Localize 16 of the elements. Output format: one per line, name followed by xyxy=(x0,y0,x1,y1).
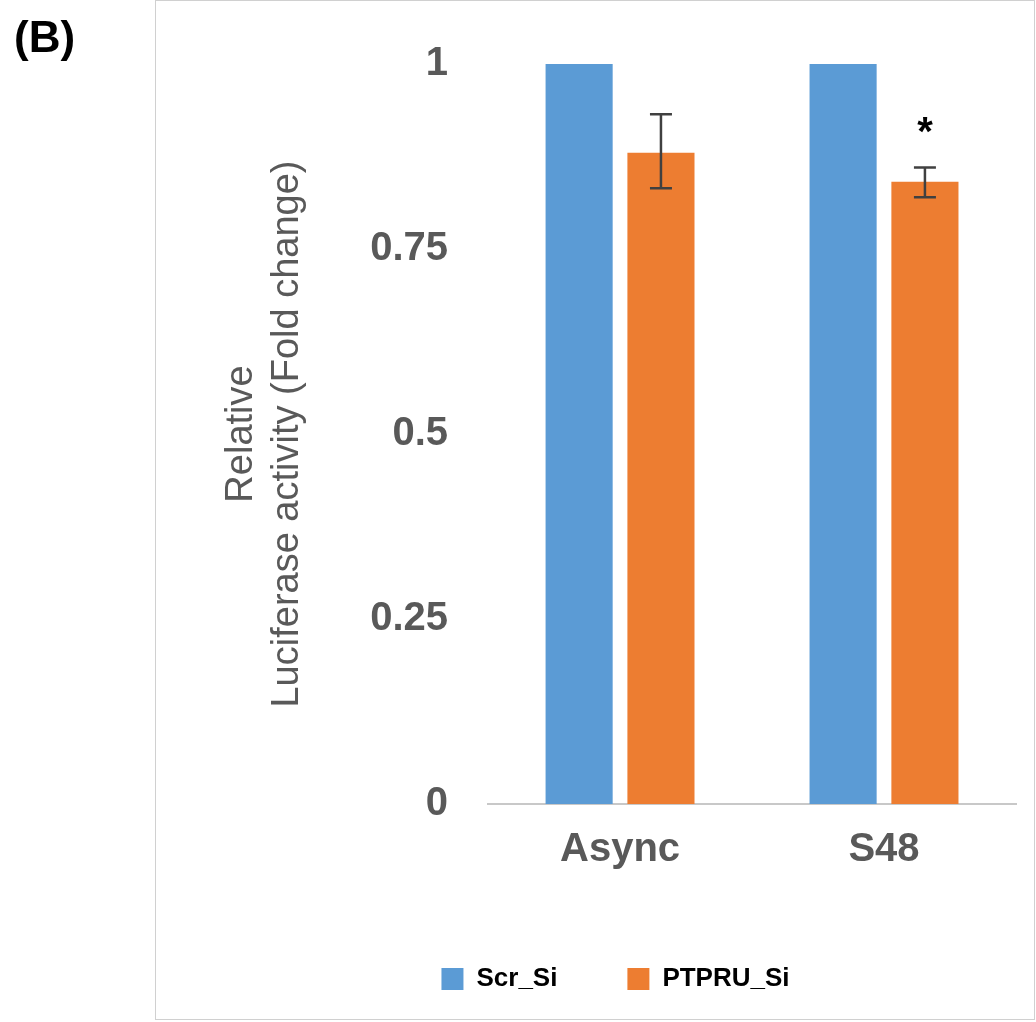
y-tick-label: 0 xyxy=(425,779,449,824)
y-tick-label: 0.5 xyxy=(392,409,449,454)
y-axis-title: Relative Luciferase activity (Fold change) xyxy=(218,160,306,708)
text: (B) xyxy=(14,12,76,62)
legend-label: PTPRU_Si xyxy=(662,962,790,993)
bar xyxy=(545,64,613,804)
y-tick-label: 0.25 xyxy=(370,594,449,639)
legend-label: Scr_Si xyxy=(476,962,558,993)
bar xyxy=(627,152,695,804)
y-tick-label: 0.75 xyxy=(370,224,449,269)
bar xyxy=(809,64,877,804)
x-tick-label: Async xyxy=(560,825,681,870)
y-tick-label: 1 xyxy=(425,39,449,84)
x-tick-label: S48 xyxy=(848,825,920,870)
bar xyxy=(891,181,959,804)
annotation: * xyxy=(917,108,934,153)
